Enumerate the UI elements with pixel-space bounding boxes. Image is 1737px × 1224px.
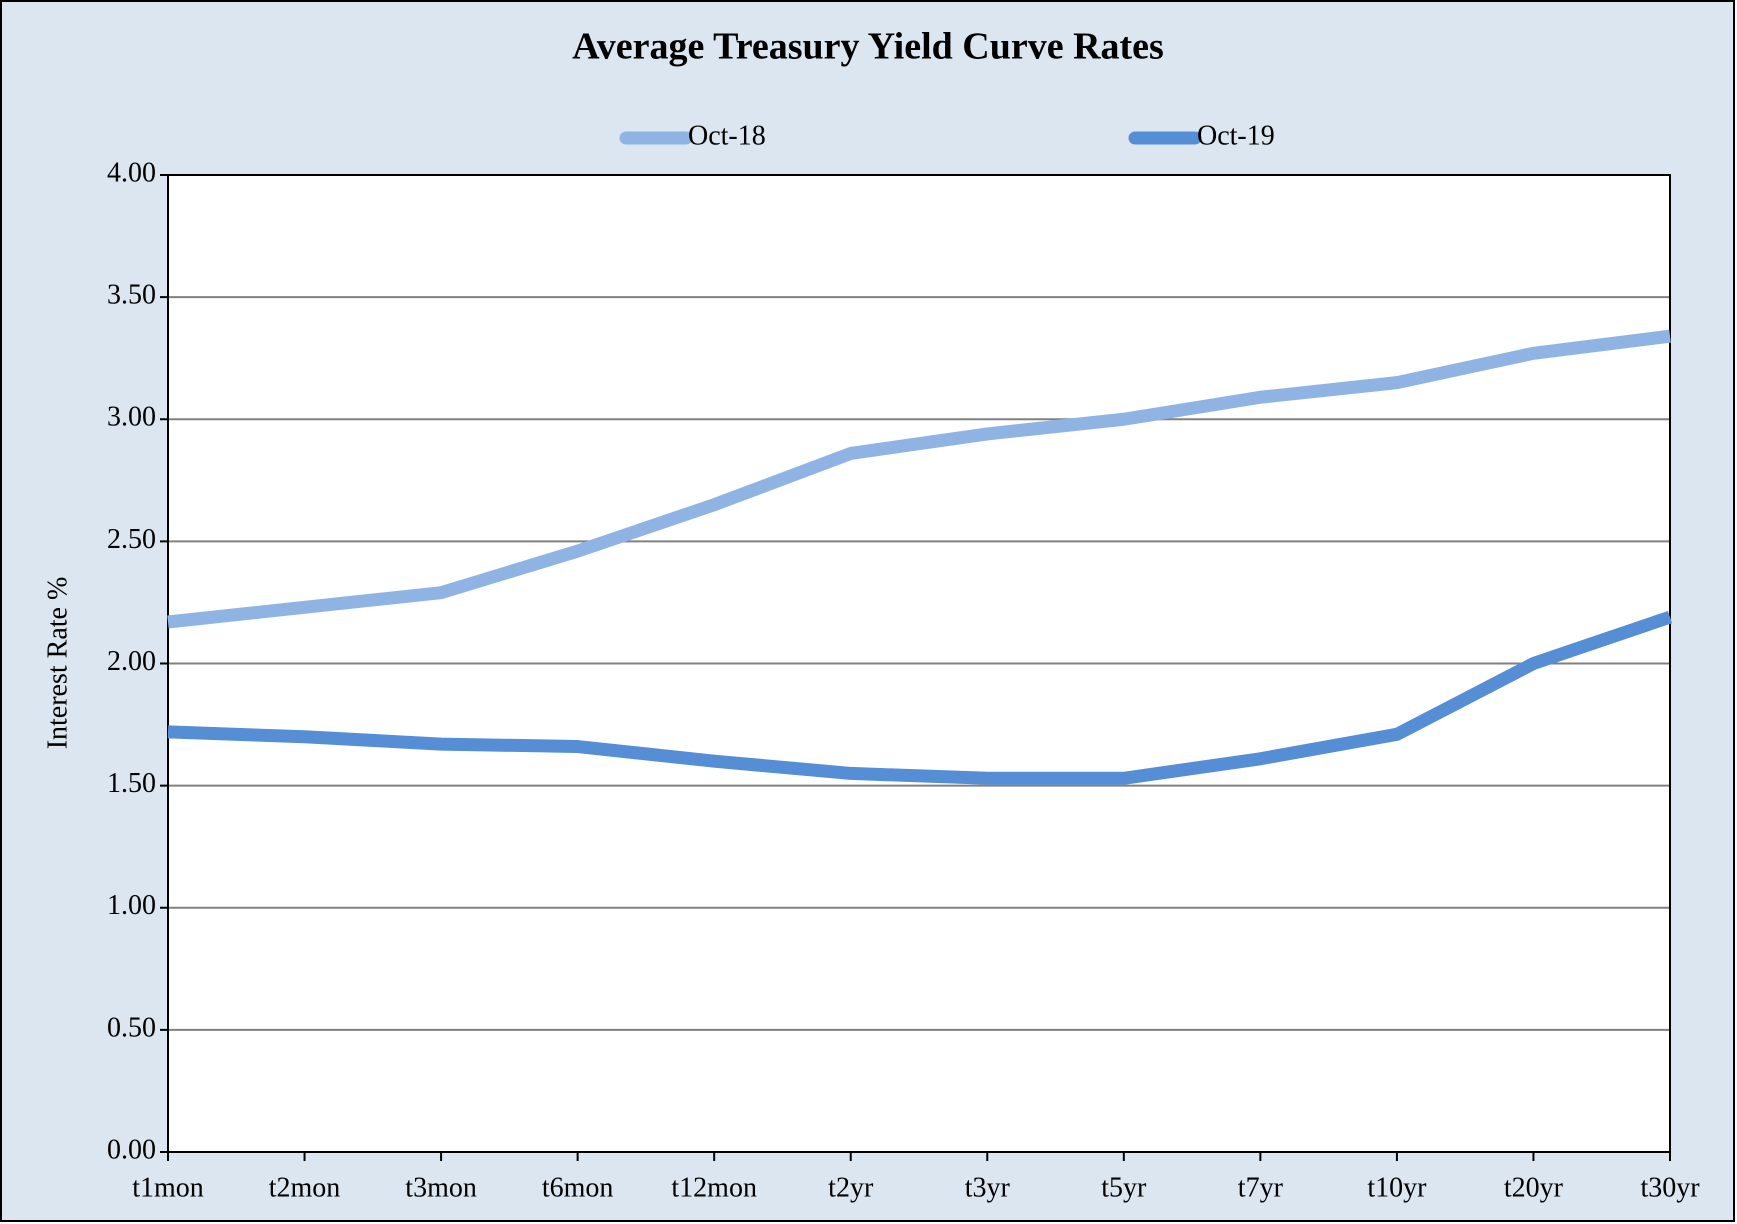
y-tick-label: 2.00 xyxy=(107,646,156,677)
plot-border xyxy=(167,174,1671,1153)
y-tick-label: 1.50 xyxy=(107,768,156,799)
legend-label: Oct-18 xyxy=(688,120,766,151)
x-tick-label: t5yr xyxy=(1101,1172,1147,1203)
legend-label: Oct-19 xyxy=(1197,120,1275,151)
line-series xyxy=(167,610,1673,785)
x-tick-label: t20yr xyxy=(1504,1172,1564,1203)
chart-title: Average Treasury Yield Curve Rates xyxy=(572,26,1164,68)
x-tick-label: t10yr xyxy=(1367,1172,1427,1203)
x-tick-label: t2yr xyxy=(828,1172,874,1203)
y-axis-label: Interest Rate % xyxy=(42,577,73,750)
x-tick-label: t1mon xyxy=(132,1172,204,1203)
x-tick-label: t7yr xyxy=(1238,1172,1284,1203)
x-tick-label: t30yr xyxy=(1640,1172,1700,1203)
x-tick-label: t2mon xyxy=(269,1172,341,1203)
y-tick-label: 4.00 xyxy=(107,157,156,188)
x-tick-label: t3mon xyxy=(405,1172,477,1203)
y-tick-label: 0.50 xyxy=(107,1012,156,1043)
x-tick-label: t6mon xyxy=(542,1172,614,1203)
y-tick-label: 3.00 xyxy=(107,402,156,433)
line-series xyxy=(167,329,1671,629)
x-tick-label: t12mon xyxy=(671,1172,757,1203)
x-tick-label: t3yr xyxy=(965,1172,1011,1203)
y-tick-label: 2.50 xyxy=(107,524,156,555)
y-tick-label: 0.00 xyxy=(107,1134,156,1165)
y-tick-label: 1.00 xyxy=(107,890,156,921)
y-tick-label: 3.50 xyxy=(107,280,156,311)
